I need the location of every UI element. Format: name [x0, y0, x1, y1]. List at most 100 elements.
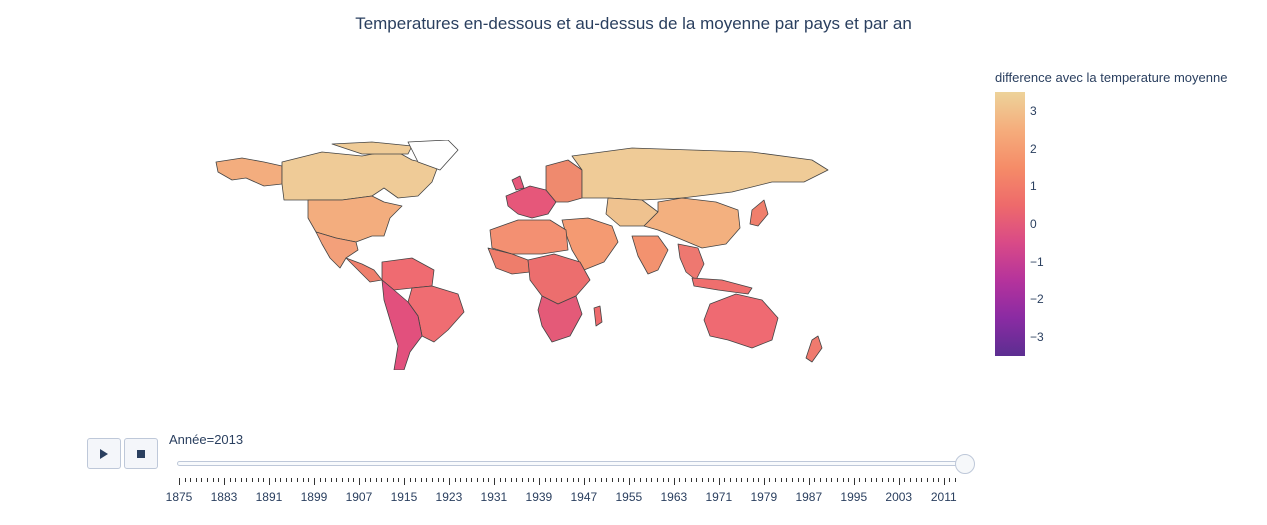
country-europe-west[interactable]: [511, 175, 525, 191]
slider-tick: [713, 478, 715, 482]
country-central-america[interactable]: [345, 257, 383, 283]
slider-tick: [308, 478, 310, 482]
slider-tick: [538, 478, 540, 485]
country-new-zealand[interactable]: [805, 335, 823, 363]
slider-tick: [758, 478, 760, 482]
slider-tick-label: 1875: [165, 490, 193, 504]
slider-tick: [904, 478, 906, 482]
country-australia[interactable]: [703, 293, 779, 349]
country-europe-east[interactable]: [545, 159, 583, 203]
slider-tick: [803, 478, 805, 482]
slider-tick-label: 1987: [795, 490, 823, 504]
colorbar-tick-label: 3: [1030, 103, 1037, 118]
slider-tick: [437, 478, 439, 482]
slider-tick: [724, 478, 726, 482]
slider-tick: [859, 478, 861, 482]
colorbar-tick-label: 2: [1030, 141, 1037, 156]
slider-tick: [387, 478, 389, 482]
slider-tick: [201, 478, 203, 482]
slider-tick: [775, 478, 777, 482]
country-middle-east[interactable]: [561, 217, 619, 271]
slider-tick: [257, 478, 259, 482]
slider-tick: [561, 478, 563, 482]
slider-tick: [443, 478, 445, 482]
slider-tick: [640, 478, 642, 482]
country-europe-west[interactable]: [505, 185, 557, 219]
play-button[interactable]: [87, 438, 121, 469]
slider-tick: [730, 478, 732, 482]
slider-tick-label: 2003: [885, 490, 913, 504]
country-africa-south[interactable]: [537, 295, 583, 343]
slider-tick: [522, 478, 523, 482]
slider-tick: [600, 478, 602, 482]
chart-title: Temperatures en-dessous et au-dessus de …: [355, 14, 912, 33]
slider-tick: [893, 478, 895, 482]
slider-tick: [735, 478, 737, 482]
country-greenland[interactable]: [407, 140, 459, 171]
year-slider-track[interactable]: [177, 461, 961, 466]
slider-tick: [448, 478, 450, 485]
country-south-america-north[interactable]: [381, 257, 435, 291]
slider-tick: [780, 478, 782, 482]
slider-tick: [943, 478, 945, 485]
slider-tick: [263, 478, 265, 482]
play-icon: [100, 448, 108, 459]
country-russia[interactable]: [571, 147, 829, 201]
slider-tick-label: 2011: [930, 490, 957, 504]
country-japan[interactable]: [749, 199, 769, 227]
slider-tick: [426, 478, 428, 482]
slider-tick-label: 1883: [210, 490, 238, 504]
slider-tick: [398, 478, 400, 482]
slider-tick-label: 1963: [660, 490, 688, 504]
slider-tick: [876, 478, 878, 482]
slider-tick: [701, 478, 703, 482]
slider-tick: [499, 478, 501, 482]
slider-tick: [848, 478, 850, 482]
slider-tick: [460, 478, 462, 482]
country-india[interactable]: [631, 235, 669, 275]
slider-tick: [932, 478, 934, 482]
slider-tick: [207, 478, 209, 482]
slider-tick: [493, 478, 495, 485]
slider-tick-label: 1931: [480, 490, 508, 504]
slider-tick: [915, 478, 917, 482]
country-china[interactable]: [643, 197, 741, 249]
slider-tick-label: 1915: [390, 490, 418, 504]
slider-tick: [550, 478, 552, 482]
country-southeast-asia[interactable]: [677, 243, 705, 281]
slider-tick: [353, 478, 355, 482]
country-south-america-south[interactable]: [381, 279, 423, 370]
choropleth-world-map[interactable]: [212, 140, 834, 370]
slider-tick: [229, 478, 231, 482]
country-north-america[interactable]: [331, 141, 413, 155]
slider-tick: [769, 478, 771, 482]
slider-tick: [673, 478, 675, 485]
country-north-america[interactable]: [281, 149, 439, 201]
slider-tick: [808, 478, 810, 485]
slider-tick: [544, 478, 546, 482]
slider-tick: [420, 478, 422, 482]
colorbar-tick-label: −1: [1030, 254, 1044, 269]
slider-tick: [797, 478, 799, 482]
slider-tick: [567, 478, 568, 482]
slider-tick: [628, 478, 630, 485]
slider-tick: [606, 478, 608, 482]
slider-tick: [825, 478, 827, 482]
slider-tick: [696, 478, 698, 482]
stop-button[interactable]: [124, 438, 158, 469]
slider-tick: [578, 478, 580, 482]
country-alaska[interactable]: [215, 157, 283, 187]
slider-tick: [533, 478, 535, 482]
slider-tick: [651, 478, 653, 482]
slider-tick: [527, 478, 529, 482]
country-africa-north[interactable]: [489, 219, 569, 255]
slider-tick: [184, 478, 186, 482]
country-indonesia[interactable]: [691, 277, 753, 295]
slider-tick: [842, 478, 844, 482]
country-madagascar[interactable]: [593, 305, 603, 327]
slider-tick: [617, 478, 619, 482]
year-slider-handle[interactable]: [955, 454, 975, 474]
slider-tick: [246, 478, 248, 482]
slider-tick: [645, 478, 647, 482]
slider-tick-label: 1899: [300, 490, 328, 504]
